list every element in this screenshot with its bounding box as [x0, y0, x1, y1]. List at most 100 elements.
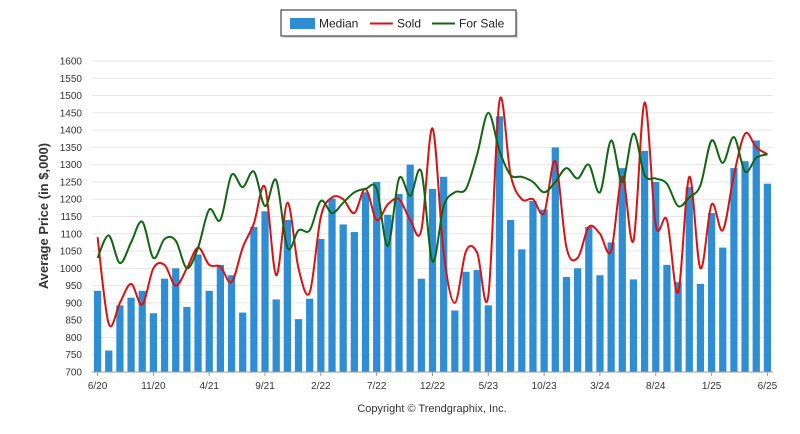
median-bar [373, 181, 381, 372]
median-bar [574, 268, 582, 372]
legend-box [280, 9, 517, 37]
median-bar [116, 305, 124, 372]
median-bar [596, 275, 604, 372]
y-tick-label: 1500 [60, 91, 83, 102]
median-bar [216, 264, 225, 372]
legend-label-median: Median [319, 17, 358, 31]
median-bar [540, 209, 548, 372]
median-bar [719, 247, 727, 372]
median-bar [395, 194, 403, 372]
y-tick-label: 1200 [60, 195, 83, 206]
median-bar [417, 278, 425, 372]
median-bar [607, 242, 615, 372]
x-axis-ticks: 6/20 11/20 4/21 9/21 2/22 7/22 12/22 5/23 10/23 3… [88, 372, 778, 392]
y-tick-label: 900 [65, 298, 82, 309]
median-bar [674, 282, 682, 372]
y-tick-label: 950 [65, 281, 82, 292]
y-tick-label: 1050 [60, 247, 83, 258]
y-tick-label: 1600 [60, 57, 83, 68]
median-bar [451, 310, 459, 372]
median-bar [138, 290, 146, 372]
x-tick-label: 2/22 [311, 381, 331, 392]
median-bar [294, 319, 303, 372]
median-bar [428, 188, 437, 372]
median-bar [640, 150, 649, 372]
median-bar [696, 283, 705, 372]
copyright-footer: Copyright © Trendgraphix, Inc. [357, 403, 506, 415]
median-bar [562, 276, 571, 372]
median-bar [473, 270, 481, 372]
line-series [96, 96, 768, 328]
median-bar [239, 312, 247, 372]
median-bar [730, 168, 738, 372]
median-bar [652, 181, 660, 372]
median-bar [752, 140, 760, 372]
x-tick-label: 6/20 [88, 381, 108, 392]
y-tick-label: 1100 [60, 229, 82, 240]
median-bar [361, 192, 370, 372]
median-bar [149, 313, 158, 372]
x-tick-label: 1/25 [702, 381, 722, 392]
y-tick-label: 1300 [60, 160, 83, 171]
x-tick-label: 5/23 [479, 381, 499, 392]
legend-label-sold: Sold [397, 17, 421, 31]
median-bar [250, 226, 258, 372]
x-tick-label: 4/21 [199, 381, 219, 392]
median-bar [484, 305, 492, 372]
x-tick-label: 7/22 [367, 381, 387, 392]
y-tick-label: 1250 [60, 177, 83, 188]
median-bar [183, 307, 191, 372]
median-bar [585, 226, 593, 372]
median-bar [105, 350, 113, 372]
y-tick-label: 1150 [60, 212, 82, 223]
median-bar [261, 211, 269, 372]
x-tick-label: 8/24 [646, 381, 666, 392]
y-tick-label: 1350 [60, 143, 83, 154]
median-bar [272, 299, 280, 372]
x-tick-label: 9/21 [255, 381, 275, 392]
median-bar [328, 198, 336, 372]
median-bar [406, 164, 414, 372]
median-bar [507, 219, 515, 372]
legend-label-for-sale: For Sale [459, 17, 505, 31]
median-bar [194, 254, 202, 372]
sold-line [96, 96, 768, 328]
median-bar [663, 264, 671, 372]
median-bar [384, 214, 392, 372]
x-tick-label: 6/25 [758, 381, 778, 392]
x-tick-label: 12/22 [420, 381, 445, 392]
median-bar [339, 224, 347, 372]
median-bar [127, 297, 135, 372]
median-bar [440, 176, 448, 372]
median-bar [462, 271, 470, 372]
median-bar [551, 147, 559, 372]
median-bar [160, 278, 169, 372]
median-bar [205, 290, 213, 372]
median-bar [317, 238, 325, 372]
median-bar [306, 298, 314, 372]
median-bars [93, 116, 772, 373]
legend: Median Sold For Sale [280, 9, 518, 38]
median-bar [350, 232, 358, 372]
x-tick-label: 3/24 [590, 381, 610, 392]
median-bar [518, 249, 526, 372]
y-tick-label: 1000 [60, 264, 83, 275]
median-bar [172, 268, 180, 372]
legend-swatch-median [290, 18, 315, 29]
median-bar [283, 219, 291, 372]
median-bar [495, 116, 504, 373]
median-bar [227, 275, 236, 372]
x-tick-label: 11/20 [141, 381, 166, 392]
y-tick-label: 750 [65, 350, 82, 361]
x-tick-label: 10/23 [532, 381, 557, 392]
y-tick-label: 1450 [60, 108, 83, 119]
y-tick-label: 1400 [60, 126, 83, 137]
median-bar [529, 200, 537, 372]
median-bar [741, 161, 749, 372]
y-tick-label: 800 [65, 333, 82, 344]
y-tick-label: 700 [65, 368, 82, 379]
y-tick-label: 850 [65, 316, 82, 327]
median-bar [707, 213, 716, 372]
for-sale-line [96, 111, 768, 270]
